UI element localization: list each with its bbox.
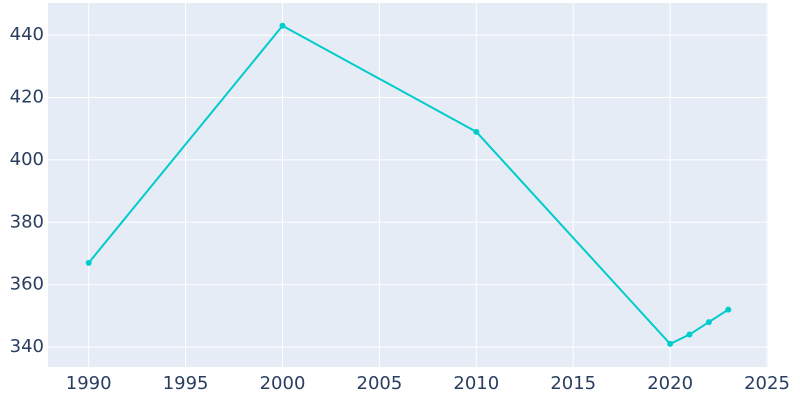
x-tick-label: 1990 xyxy=(66,373,112,394)
point xyxy=(686,331,693,338)
point xyxy=(85,259,92,266)
x-tick-label: 2015 xyxy=(550,373,596,394)
x-tick-label: 1995 xyxy=(163,373,209,394)
y-tick-label: 400 xyxy=(10,149,44,170)
y-tick-label: 380 xyxy=(10,211,44,232)
x-tick-label: 2000 xyxy=(260,373,306,394)
x-tick-label: 2005 xyxy=(357,373,403,394)
x-tick-label: 2025 xyxy=(744,373,790,394)
y-tick-label: 420 xyxy=(10,87,44,108)
point xyxy=(473,128,480,135)
y-tick-label: 360 xyxy=(10,274,44,295)
point xyxy=(725,306,732,313)
x-tick-label: 2020 xyxy=(647,373,693,394)
point xyxy=(279,22,286,29)
y-tick-label: 440 xyxy=(10,24,44,45)
point xyxy=(705,319,712,326)
plot-area xyxy=(48,3,768,367)
y-tick-label: 340 xyxy=(10,336,44,357)
point xyxy=(667,340,674,347)
x-tick-label: 2010 xyxy=(453,373,499,394)
